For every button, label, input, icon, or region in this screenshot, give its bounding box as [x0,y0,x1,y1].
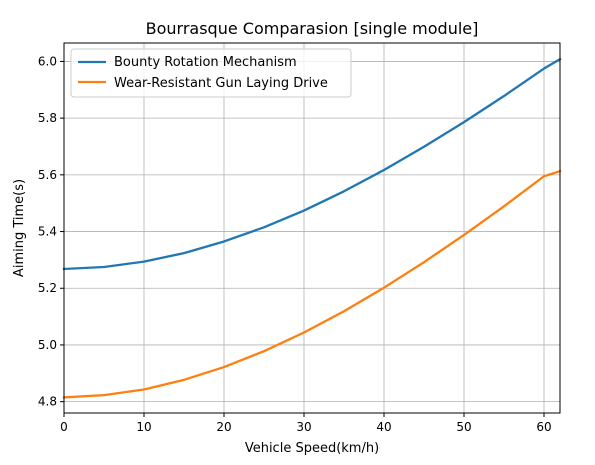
y-axis-label: Aiming Time(s) [12,179,27,277]
x-tick-label: 30 [296,420,311,434]
x-tick-label: 60 [536,420,551,434]
legend-box [70,48,352,98]
x-tick-label: 50 [456,420,471,434]
legend-label-bounty-rotation-mechanism: Bounty Rotation Mechanism [114,55,297,70]
y-axis: 4.8 5.0 5.2 5.4 5.6 5.8 6.0 [38,54,64,409]
legend-label-wear-resistant-gun-laying-drive: Wear-Resistant Gun Laying Drive [114,76,328,91]
y-tick-label: 6.0 [38,54,57,68]
x-axis-label: Vehicle Speed(km/h) [245,441,379,456]
x-tick-label: 10 [136,420,151,434]
plot-frame [63,42,561,414]
x-tick-label: 40 [376,420,391,434]
y-tick-label: 5.2 [38,281,57,295]
y-tick-label: 5.8 [38,111,57,125]
series-line-wear-resistant-gun-laying-drive [62,169,562,399]
series-layer [62,57,562,399]
legend: Bounty Rotation Mechanism Wear-Resistant… [70,48,352,98]
y-tick-label: 4.8 [38,395,57,409]
x-axis: 0 10 20 30 40 50 60 [60,413,552,434]
chart-title: Bourrasque Comparasion [single module] [146,19,479,38]
series-line-bounty-rotation-mechanism [62,57,562,271]
y-tick-label: 5.0 [38,338,57,352]
y-tick-label: 5.4 [38,225,57,239]
y-tick-label: 5.6 [38,168,57,182]
x-tick-label: 0 [60,420,68,434]
x-tick-label: 20 [216,420,231,434]
